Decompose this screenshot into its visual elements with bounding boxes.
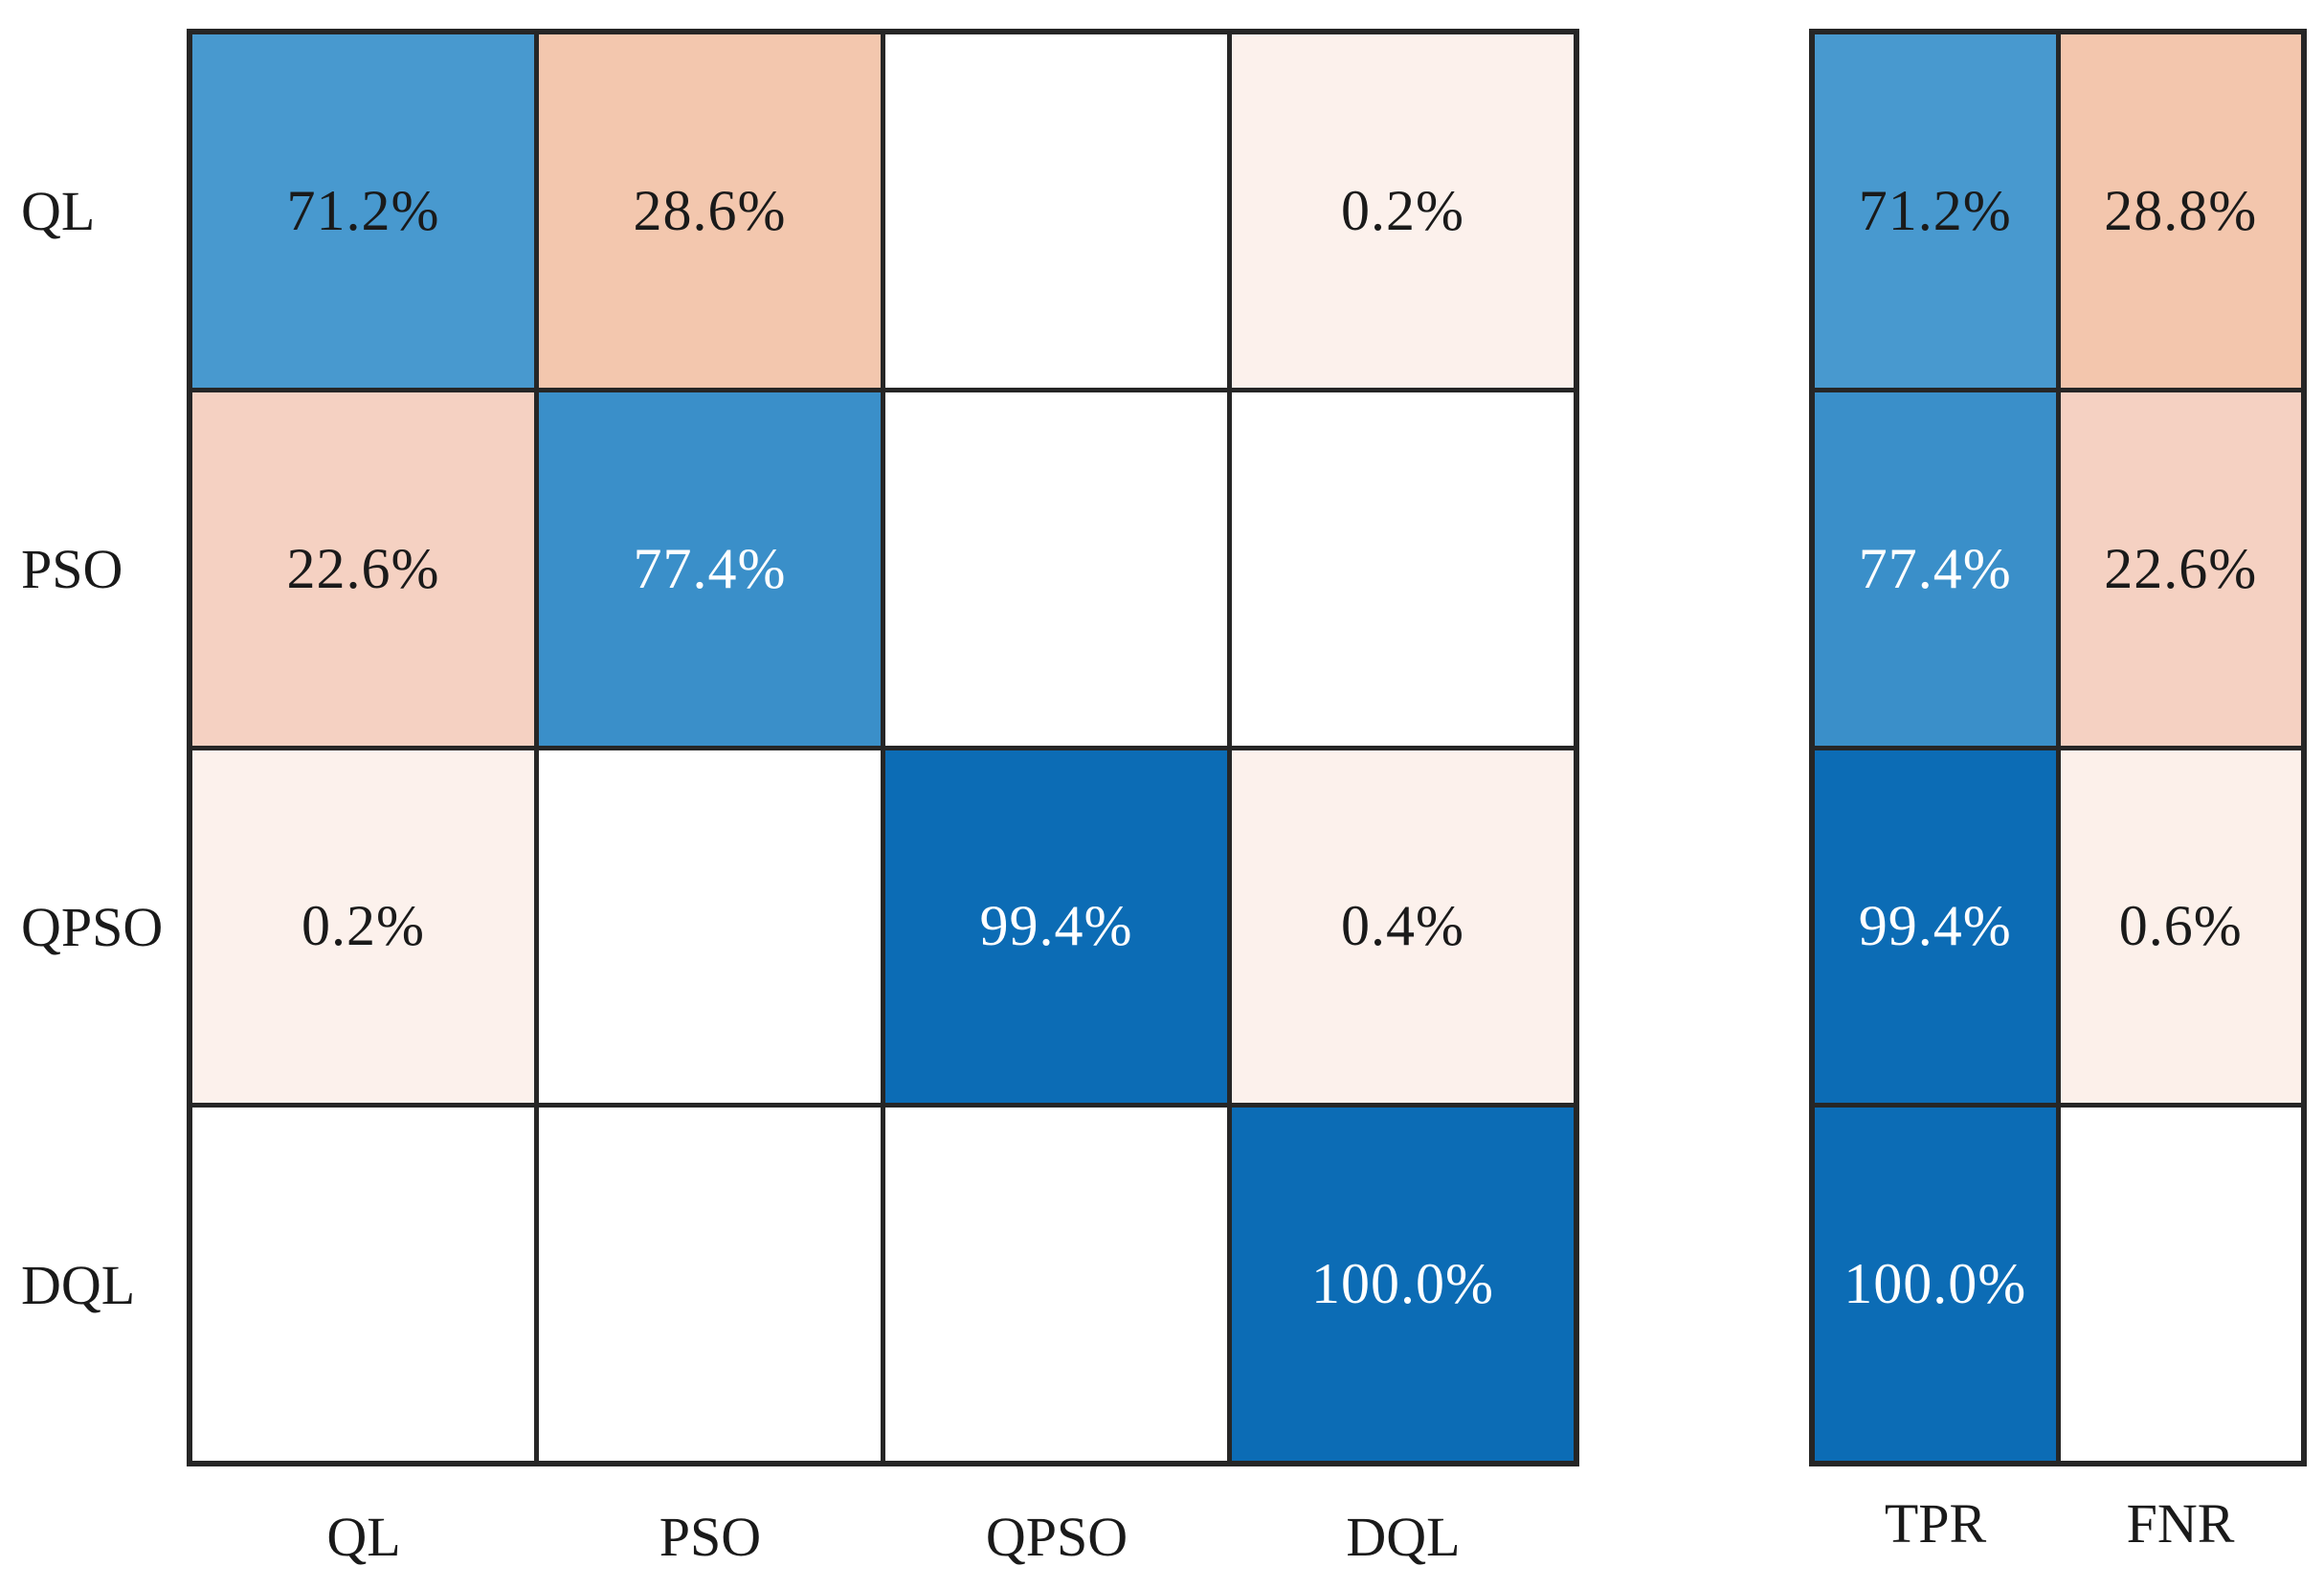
matrix-cell-dql-qpso bbox=[885, 1108, 1227, 1461]
matrix-cell-dql-tpr: 100.0% bbox=[1815, 1108, 2056, 1461]
matrix-cell-qpso-ql: 0.2% bbox=[192, 750, 534, 1104]
col-label-pso: PSO bbox=[659, 1505, 762, 1568]
matrix-cell-dql-pso bbox=[539, 1108, 881, 1461]
col-label-qpso: QPSO bbox=[985, 1505, 1128, 1568]
matrix-cell-ql-dql: 0.2% bbox=[1232, 34, 1574, 388]
matrix-cell-ql-qpso bbox=[885, 34, 1227, 388]
matrix-cell-pso-dql bbox=[1232, 392, 1574, 746]
matrix-cell-ql-ql: 71.2% bbox=[192, 34, 534, 388]
row-label-ql: QL bbox=[21, 179, 96, 242]
col-label-dql: DQL bbox=[1346, 1505, 1461, 1568]
matrix-cell-pso-tpr: 77.4% bbox=[1815, 392, 2056, 746]
matrix-cell-pso-ql: 22.6% bbox=[192, 392, 534, 746]
matrix-cell-qpso-dql: 0.4% bbox=[1232, 750, 1574, 1104]
matrix-cell-pso-qpso bbox=[885, 392, 1227, 746]
matrix-cell-dql-ql bbox=[192, 1108, 534, 1461]
tpr-fnr-matrix: 71.2% 28.8% 77.4% 22.6% 99.4% 0.6% 100.0… bbox=[1809, 29, 2307, 1466]
matrix-cell-ql-pso: 28.6% bbox=[539, 34, 881, 388]
matrix-cell-qpso-fnr: 0.6% bbox=[2060, 750, 2301, 1104]
matrix-cell-qpso-tpr: 99.4% bbox=[1815, 750, 2056, 1104]
col-label-fnr: FNR bbox=[2126, 1491, 2235, 1555]
matrix-cell-dql-fnr bbox=[2060, 1108, 2301, 1461]
row-label-dql: DQL bbox=[21, 1253, 136, 1316]
main-confusion-matrix: 71.2% 28.6% 0.2% 22.6% 77.4% 0.2% 99.4% … bbox=[187, 29, 1579, 1466]
matrix-cell-pso-fnr: 22.6% bbox=[2060, 392, 2301, 746]
col-label-tpr: TPR bbox=[1884, 1491, 1987, 1555]
row-label-qpso: QPSO bbox=[21, 895, 164, 958]
matrix-cell-dql-dql: 100.0% bbox=[1232, 1108, 1574, 1461]
matrix-cell-qpso-qpso: 99.4% bbox=[885, 750, 1227, 1104]
col-label-ql: QL bbox=[326, 1505, 401, 1568]
matrix-cell-pso-pso: 77.4% bbox=[539, 392, 881, 746]
matrix-cell-qpso-pso bbox=[539, 750, 881, 1104]
matrix-cell-ql-fnr: 28.8% bbox=[2060, 34, 2301, 388]
row-label-pso: PSO bbox=[21, 537, 123, 600]
matrix-cell-ql-tpr: 71.2% bbox=[1815, 34, 2056, 388]
